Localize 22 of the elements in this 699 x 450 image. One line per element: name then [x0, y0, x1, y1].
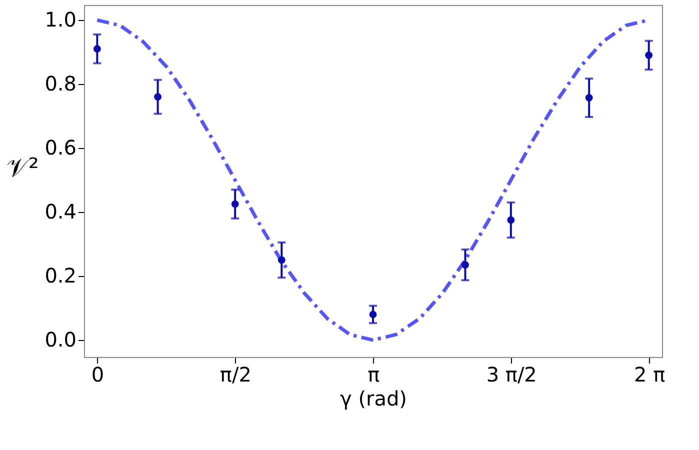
x-tick-label: 2 π	[634, 362, 666, 386]
x-tick-label: π	[368, 362, 380, 386]
y-axis-title: 𝒱²	[6, 154, 39, 184]
point	[507, 216, 515, 224]
y-tick-label: 0.8	[44, 72, 76, 96]
y-tick-label: 1.0	[44, 8, 76, 32]
y-tick-label: 0.6	[44, 136, 76, 160]
point	[93, 45, 101, 53]
point	[278, 256, 286, 264]
x-tick-label: 3 π/2	[486, 362, 537, 386]
x-tick-label: π/2	[220, 362, 252, 386]
point	[585, 94, 593, 102]
point	[462, 261, 469, 269]
point	[231, 200, 239, 208]
point	[645, 52, 653, 59]
point	[369, 310, 377, 318]
point	[154, 93, 162, 101]
y-tick-label: 0.2	[44, 264, 76, 288]
x-axis-title: γ (rad)	[340, 386, 407, 410]
y-tick-label: 0.4	[44, 200, 76, 224]
x-tick-label: 0	[91, 362, 104, 386]
y-tick-label: 0.0	[44, 328, 76, 352]
